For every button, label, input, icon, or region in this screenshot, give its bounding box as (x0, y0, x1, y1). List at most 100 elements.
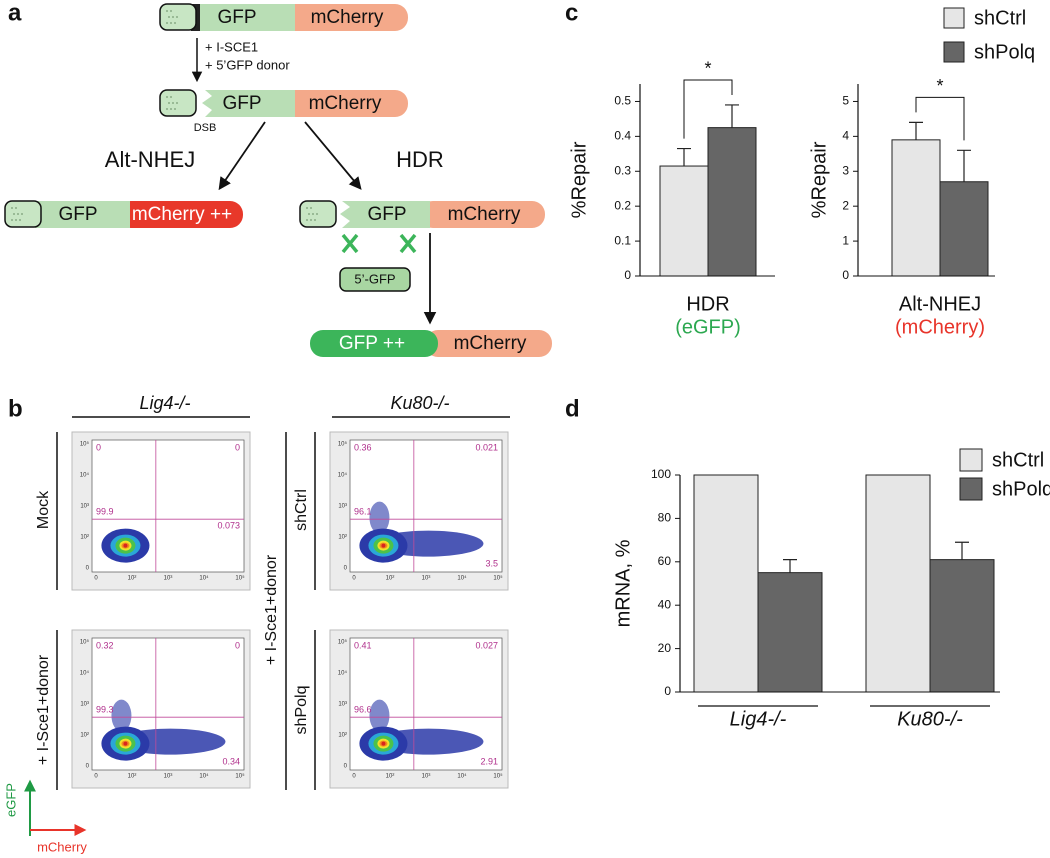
x-tick-label: 10² (128, 576, 137, 582)
label: GFP (217, 7, 256, 28)
quadrant-value: 0.41 (354, 640, 372, 650)
x-tick-label: 10⁵ (493, 575, 503, 582)
x-tick-label: 10⁵ (235, 773, 245, 780)
label: GFP ++ (339, 333, 405, 354)
error-bar (957, 149, 971, 182)
quadrant-value: 99.3 (96, 705, 114, 715)
bar (693, 474, 759, 693)
label: mCherry (448, 204, 521, 225)
row-label: Mock (35, 490, 52, 529)
y-tick-label: 0 (344, 566, 348, 572)
error-bar (725, 104, 739, 128)
y-tick-label: 10⁴ (338, 670, 348, 677)
legend-label: shCtrl (992, 449, 1044, 471)
y-tick-label: 10³ (80, 504, 89, 510)
y-tick-label: 10⁴ (80, 472, 90, 479)
x-tick-label: 10⁴ (457, 773, 467, 780)
y-tick-label: 10² (80, 733, 89, 739)
legend-label: shPolq (974, 41, 1035, 63)
legend-swatch (943, 7, 965, 29)
y-tick-label: 10⁴ (338, 472, 348, 479)
legend-label: shCtrl (974, 7, 1026, 29)
y-tick-label: 10³ (338, 504, 347, 510)
bar (891, 139, 941, 277)
label: GFP (58, 204, 97, 225)
x-tick-label: 0 (352, 774, 356, 780)
y-tick-label: 0.4 (614, 129, 631, 143)
x-tick-label: 10² (386, 774, 395, 780)
column-header: Lig4-/- (139, 393, 190, 413)
label: DSB (194, 122, 217, 134)
row-label: + I-Sce1+donor (35, 654, 52, 765)
label: mCherry (309, 93, 382, 114)
category-sublabel: (mCherry) (895, 316, 985, 338)
x-tick-label: 10³ (422, 576, 431, 582)
x-tick-label: 0 (94, 774, 98, 780)
y-tick-label: 10³ (80, 702, 89, 708)
axis-label: eGFP (3, 783, 18, 817)
y-tick-label: 0 (664, 684, 671, 698)
label: GFP (367, 204, 406, 225)
label: GFP (222, 93, 261, 114)
error-bar (783, 559, 797, 573)
x-tick-label: 10² (386, 576, 395, 582)
x-tick-label: 10³ (422, 774, 431, 780)
quadrant-value: 0 (235, 442, 240, 452)
y-tick-label: 0 (86, 566, 90, 572)
label: mCherry ++ (132, 204, 232, 225)
panel-label: c (565, 0, 578, 26)
row-label: + I-Sce1+donor (263, 554, 280, 665)
x-tick-label: 0 (352, 576, 356, 582)
quadrant-value: 99.9 (96, 507, 114, 517)
cloud (369, 501, 390, 534)
x-tick-label: 10³ (164, 576, 173, 582)
flow-panel: Lig4-/- Ku80-/- Mock + I-Sce1+donor shCt… (3, 393, 510, 854)
label: mCherry (454, 333, 527, 354)
x-tick-label: 10⁴ (199, 575, 209, 582)
legend-swatch (943, 41, 965, 63)
row-label: shPolq (293, 686, 310, 735)
y-tick-label: 0 (344, 764, 348, 770)
label: Alt-NHEJ (105, 147, 195, 172)
y-tick-label: 80 (658, 511, 672, 525)
y-tick-label: 100 (651, 467, 671, 481)
category-label: Alt-NHEJ (899, 293, 981, 315)
y-tick-label: 10² (338, 535, 347, 541)
x-tick-label: 10⁴ (457, 575, 467, 582)
x-tick-label: 10² (128, 774, 137, 780)
y-tick-label: 10⁵ (338, 639, 348, 646)
y-tick-label: 0.2 (614, 198, 631, 212)
cloud (123, 741, 128, 746)
bar (707, 127, 757, 277)
bar (659, 165, 709, 277)
y-axis-label: %Repair (568, 141, 590, 218)
y-tick-label: 10⁵ (80, 639, 90, 646)
bar (929, 559, 995, 693)
quadrant-value: 0.36 (354, 442, 372, 452)
y-tick-label: 10² (338, 733, 347, 739)
quadrant-value: 96.6 (354, 705, 372, 715)
bar (939, 181, 989, 277)
flow-plot: 0.41 0.027 96.6 2.91 00 10² 10² 10³ 10³ 10⁴ 10⁴ 10⁵… (329, 629, 509, 789)
label: mCherry (311, 7, 384, 28)
quadrant-value: 0.32 (96, 640, 114, 650)
x-tick-label: 10³ (164, 774, 173, 780)
bar (757, 572, 823, 693)
y-tick-label: 1 (842, 233, 849, 247)
significance-bracket (915, 96, 965, 141)
y-tick-label: 0.1 (614, 233, 631, 247)
quadrant-value: 0.073 (217, 521, 240, 531)
y-tick-label: 5 (842, 94, 849, 108)
label: 5’-GFP (354, 271, 395, 286)
y-tick-label: 0.3 (614, 163, 631, 177)
quadrant-value: 0.021 (475, 442, 498, 452)
quadrant-value: 0 (235, 640, 240, 650)
y-tick-label: 10⁵ (338, 441, 348, 448)
legend-swatch (959, 448, 983, 472)
bar (865, 474, 931, 693)
quadrant-value: 2.91 (480, 756, 498, 766)
panel-label: a (8, 0, 22, 26)
